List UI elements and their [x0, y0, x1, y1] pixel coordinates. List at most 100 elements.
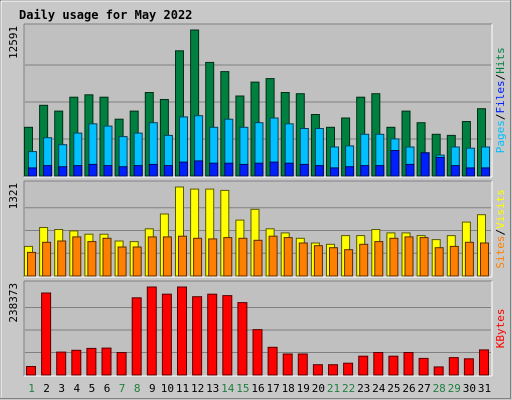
bar-pages-day-29 [450, 165, 460, 177]
x-tick-label: 25 [387, 382, 400, 395]
bar-pages-day-19 [299, 163, 309, 177]
bar-kbytes-day-19 [297, 353, 308, 376]
bar-sites-day-4 [72, 236, 82, 277]
bar-kbytes-day-5 [86, 347, 97, 376]
bar-pages-day-21 [330, 167, 339, 177]
bar-kbytes-day-22 [343, 362, 354, 376]
x-tick-label: 15 [236, 382, 249, 395]
bar-sites-day-23 [359, 243, 369, 277]
bar-kbytes-day-6 [101, 347, 112, 376]
bar-sites-day-13 [208, 238, 218, 277]
series-pages [28, 150, 490, 177]
bar-sites-day-30 [464, 241, 474, 277]
x-tick-label: 23 [357, 382, 370, 395]
series-sites [27, 235, 489, 277]
bar-sites-day-5 [87, 241, 97, 277]
x-tick-label: 6 [104, 382, 111, 395]
bar-pages-day-2 [43, 165, 53, 177]
bar-sites-day-1 [27, 251, 36, 277]
bar-sites-day-26 [404, 236, 414, 277]
bar-sites-day-11 [178, 235, 187, 277]
bar-kbytes-day-25 [388, 355, 399, 376]
bar-pages-day-24 [375, 165, 385, 177]
y-max-label: 238373 [7, 283, 20, 323]
x-axis-labels: 1 2 3 4 5 6 7 8 9 10 11 12 13 14 15 16 17 18 19 20 21 22 23 24 2… [28, 382, 491, 395]
legend-entry: Hits [494, 47, 507, 74]
bar-pages-day-15 [239, 163, 249, 177]
x-tick-label: 9 [149, 382, 156, 395]
bar-kbytes-day-28 [433, 366, 444, 376]
bar-kbytes-day-15 [237, 302, 248, 376]
bar-pages-day-8 [133, 165, 143, 177]
bar-pages-day-10 [163, 165, 173, 177]
bar-sites-day-17 [268, 235, 278, 277]
x-tick-label: 26 [402, 382, 415, 395]
bar-pages-day-12 [194, 160, 204, 177]
bar-sites-day-12 [193, 237, 203, 277]
x-tick-label: 27 [417, 382, 430, 395]
x-tick-label: 30 [463, 382, 476, 395]
bar-kbytes-day-13 [207, 293, 218, 376]
x-tick-label: 28 [433, 382, 446, 395]
legend-entry: Pages [494, 120, 507, 153]
x-tick-label: 10 [161, 382, 174, 395]
x-tick-label: 1 [28, 382, 35, 395]
x-tick-label: 11 [176, 382, 189, 395]
bar-kbytes-day-29 [448, 357, 459, 376]
bar-sites-day-16 [253, 239, 263, 277]
bar-kbytes-day-8 [131, 297, 142, 376]
legend-entry: / [494, 229, 507, 236]
bar-sites-day-31 [480, 242, 489, 277]
bar-pages-day-27 [420, 152, 430, 177]
legend-visits-sites: Sites/Visits [494, 189, 507, 269]
bar-pages-day-31 [481, 167, 490, 177]
chart-title: Daily usage for May 2022 [19, 8, 192, 22]
bar-kbytes-day-12 [192, 296, 203, 376]
bar-kbytes-day-21 [328, 364, 338, 376]
bar-kbytes-day-20 [312, 364, 323, 376]
legend-entry: / [494, 114, 507, 121]
bar-kbytes-day-26 [403, 352, 414, 376]
bar-sites-day-18 [283, 237, 293, 277]
bar-kbytes-day-10 [161, 293, 172, 376]
x-tick-label: 8 [134, 382, 141, 395]
x-tick-label: 12 [191, 382, 204, 395]
bar-sites-day-3 [57, 240, 67, 277]
x-tick-label: 29 [448, 382, 461, 395]
panel-visits-sites: 1321 Sites/Visits [7, 180, 507, 278]
bar-kbytes-day-17 [267, 346, 278, 376]
bar-sites-day-8 [132, 246, 142, 277]
x-tick-label: 18 [282, 382, 295, 395]
x-tick-label: 17 [266, 382, 279, 395]
bar-sites-day-22 [344, 249, 354, 277]
legend-entry: Sites [494, 235, 507, 268]
bar-pages-day-16 [254, 162, 264, 177]
legend-entry: / [494, 74, 507, 81]
x-tick-label: 19 [297, 382, 310, 395]
bar-sites-day-2 [42, 241, 52, 277]
bar-sites-day-14 [223, 237, 233, 277]
y-max-label: 12591 [7, 26, 20, 59]
x-tick-label: 2 [43, 382, 50, 395]
bar-sites-day-19 [298, 242, 308, 277]
bar-kbytes-day-30 [463, 358, 474, 376]
bar-sites-day-27 [419, 237, 429, 277]
x-tick-label: 24 [372, 382, 386, 395]
bar-pages-day-11 [179, 161, 188, 177]
chart-panels: 12591Pages/Files/Hits1321Sites/Visits238… [7, 23, 507, 377]
bar-sites-day-25 [389, 237, 399, 277]
bar-pages-day-9 [148, 163, 158, 177]
bar-sites-day-10 [162, 236, 172, 277]
bar-kbytes-day-11 [177, 286, 187, 376]
x-tick-label: 22 [342, 382, 355, 395]
bar-kbytes-day-2 [41, 292, 52, 376]
x-tick-label: 4 [73, 382, 80, 395]
x-tick-label: 7 [119, 382, 126, 395]
bar-kbytes-day-9 [146, 286, 157, 376]
bar-kbytes-day-3 [56, 351, 67, 376]
bar-pages-day-6 [103, 165, 113, 177]
bar-pages-day-20 [314, 165, 324, 177]
bar-pages-day-7 [118, 166, 128, 177]
bar-pages-day-26 [405, 163, 415, 177]
